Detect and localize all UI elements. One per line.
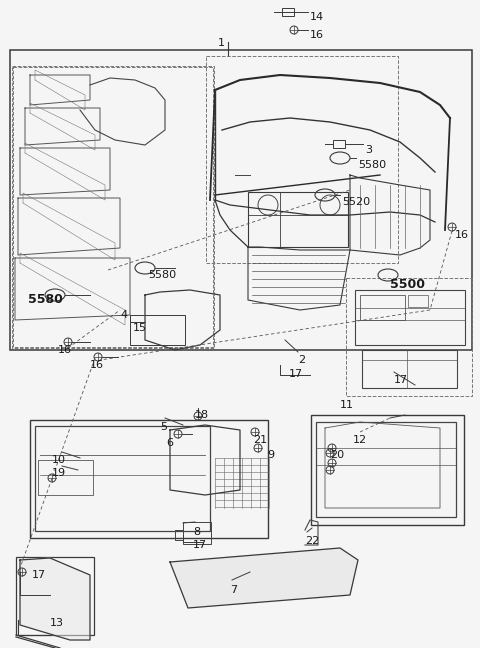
Bar — [282, 8, 294, 16]
Bar — [16, 557, 94, 635]
Bar — [408, 295, 428, 307]
Text: 13: 13 — [50, 618, 64, 628]
Text: 22: 22 — [305, 536, 319, 546]
Text: 9: 9 — [267, 450, 274, 460]
Text: 16: 16 — [58, 345, 72, 355]
Text: 5580: 5580 — [28, 293, 63, 306]
Bar — [346, 278, 472, 396]
Text: 17: 17 — [32, 570, 46, 580]
Text: 1: 1 — [218, 38, 225, 48]
Text: 5580: 5580 — [148, 270, 176, 280]
Text: 5500: 5500 — [390, 278, 425, 291]
Bar — [311, 415, 464, 525]
Text: 11: 11 — [340, 400, 354, 410]
Text: 15: 15 — [133, 323, 147, 333]
Bar — [12, 66, 214, 348]
Text: 6: 6 — [166, 438, 173, 448]
Bar — [360, 295, 405, 320]
Bar — [316, 422, 456, 517]
Text: 5580: 5580 — [358, 160, 386, 170]
Text: 4: 4 — [120, 310, 127, 320]
Text: 17: 17 — [394, 375, 408, 385]
Text: 17: 17 — [193, 540, 207, 550]
Text: 17: 17 — [289, 369, 303, 379]
Text: 20: 20 — [330, 450, 344, 460]
Bar — [206, 56, 398, 263]
Text: 16: 16 — [90, 360, 104, 370]
Bar — [362, 350, 457, 388]
Text: 5520: 5520 — [342, 197, 370, 207]
Polygon shape — [170, 548, 358, 608]
Polygon shape — [20, 558, 90, 640]
Bar — [130, 315, 185, 345]
Text: 8: 8 — [193, 527, 200, 537]
Text: 7: 7 — [230, 585, 237, 595]
Bar — [38, 460, 93, 495]
Text: 3: 3 — [365, 145, 372, 155]
Text: 14: 14 — [310, 12, 324, 22]
Text: 10: 10 — [52, 455, 66, 465]
Bar — [333, 140, 345, 148]
Bar — [10, 50, 472, 350]
Bar — [355, 290, 465, 345]
Bar — [248, 192, 348, 247]
Text: 12: 12 — [353, 435, 367, 445]
Bar — [13, 67, 213, 347]
Text: 19: 19 — [52, 468, 66, 478]
Text: 18: 18 — [195, 410, 209, 420]
Text: 5: 5 — [160, 422, 167, 432]
Bar — [35, 426, 210, 531]
Text: 16: 16 — [310, 30, 324, 40]
Bar — [183, 522, 211, 544]
Text: 21: 21 — [253, 435, 267, 445]
Text: 16: 16 — [455, 230, 469, 240]
Text: 2: 2 — [298, 355, 305, 365]
Bar — [30, 420, 268, 538]
